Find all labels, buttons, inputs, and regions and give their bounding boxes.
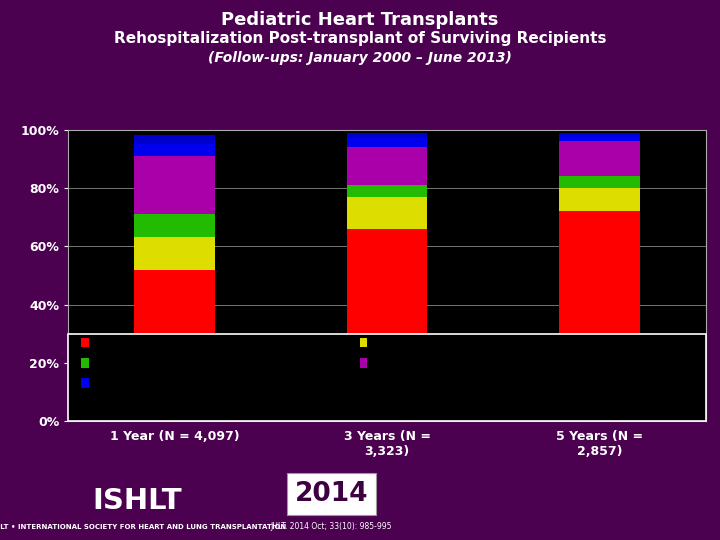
Bar: [346, 197, 428, 229]
Bar: [134, 214, 215, 238]
Bar: [559, 141, 640, 176]
Text: Rehospitalization Post-transplant of Surviving Recipients: Rehospitalization Post-transplant of Sur…: [114, 31, 606, 46]
Bar: [559, 188, 640, 211]
Bar: [559, 176, 640, 188]
Text: Pediatric Heart Transplants: Pediatric Heart Transplants: [221, 11, 499, 29]
Bar: [346, 138, 428, 147]
Text: ISHLT • INTERNATIONAL SOCIETY FOR HEART AND LUNG TRANSPLANTATION: ISHLT • INTERNATIONAL SOCIETY FOR HEART …: [0, 524, 287, 530]
Text: 2014: 2014: [294, 481, 368, 507]
Text: (Follow-ups: January 2000 – June 2013): (Follow-ups: January 2000 – June 2013): [208, 51, 512, 65]
Bar: [134, 269, 215, 421]
Bar: [346, 185, 428, 197]
Bar: [559, 132, 640, 136]
Bar: [134, 144, 215, 156]
Bar: [346, 229, 428, 421]
Bar: [346, 132, 428, 138]
Bar: [346, 147, 428, 185]
Bar: [559, 211, 640, 421]
Text: ISHLT: ISHLT: [92, 487, 181, 515]
Text: JHLT. 2014 Oct; 33(10): 985-995: JHLT. 2014 Oct; 33(10): 985-995: [271, 522, 392, 531]
Bar: [134, 136, 215, 144]
Bar: [559, 136, 640, 141]
Bar: [134, 156, 215, 214]
Bar: [134, 238, 215, 269]
